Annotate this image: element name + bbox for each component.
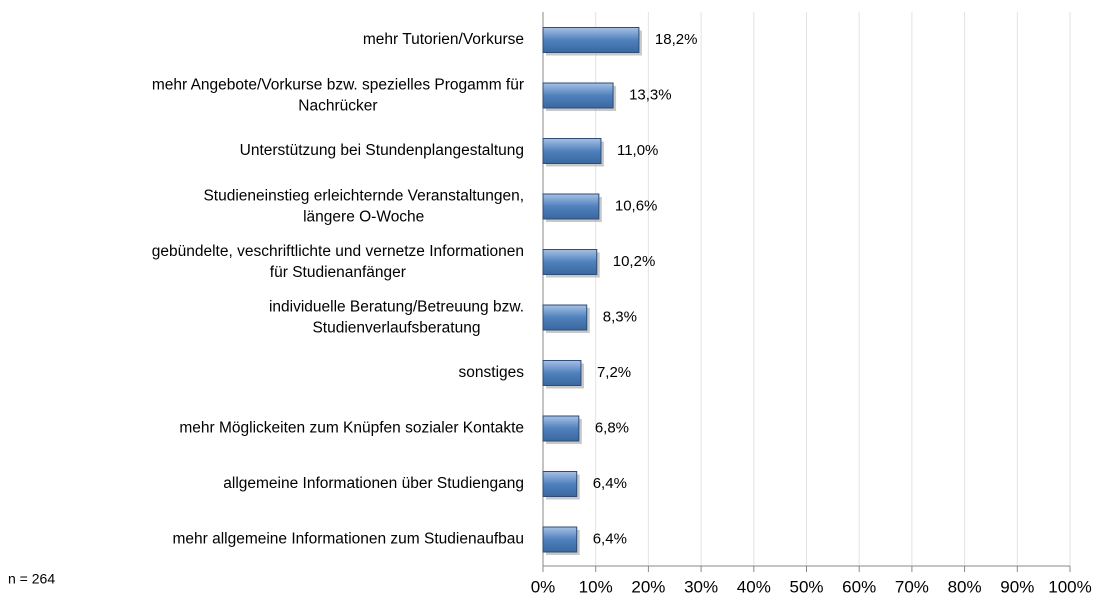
value-label: 6,4% [593,530,627,547]
value-label: 10,6% [615,197,658,214]
bar [542,415,580,442]
y-tick-label: Unterstützung bei Stundenplangestaltung [240,142,524,159]
bar [542,138,602,164]
bar [542,249,598,275]
x-tick-label: 40% [737,577,771,596]
value-label: 11,0% [617,142,658,159]
x-tick-label: 0% [531,577,556,596]
annotation: n = 264 [8,571,55,587]
bar [542,471,578,497]
bar [542,304,588,331]
x-tick-label: 90% [1000,577,1034,596]
bar [542,82,614,109]
x-tick-label: 100% [1048,577,1091,596]
x-tick-label: 50% [789,577,823,596]
value-label: 8,3% [603,308,637,325]
bar [542,27,640,53]
x-tick-label: 70% [895,577,929,596]
value-label: 18,2% [655,31,698,48]
y-tick-label: mehr Tutorien/Vorkurse [363,31,524,48]
y-tick-label: mehr allgemeine Informationen zum Studie… [172,531,524,548]
x-tick-label: 20% [631,577,665,596]
x-tick-label: 60% [842,577,876,596]
y-tick-label: individuelle Beratung/Betreuung bzw. Stud… [269,299,524,337]
y-tick-label: mehr Angebote/Vorkurse bzw. spezielles P… [152,77,524,115]
y-tick-label: Studieneinstieg erleichternde Veranstalt… [203,188,524,226]
value-label: 13,3% [629,86,672,103]
value-label: 6,8% [595,419,629,436]
bar [542,526,578,553]
x-tick-label: 30% [684,577,718,596]
y-tick-label: sonstiges [459,364,525,381]
y-tick-label: mehr Möglickeiten zum Knüpfen sozialer K… [179,420,524,437]
value-label: 6,4% [593,475,627,492]
bar [542,360,582,386]
value-label: 10,2% [613,253,656,270]
bar [542,193,600,220]
x-tick-label: 80% [948,577,982,596]
y-tick-label: gebündelte, veschriftlichte und vernetze… [152,243,524,281]
x-tick-label: 10% [579,577,613,596]
y-tick-label: allgemeine Informationen über Studiengan… [223,475,524,492]
value-label: 7,2% [597,364,631,381]
